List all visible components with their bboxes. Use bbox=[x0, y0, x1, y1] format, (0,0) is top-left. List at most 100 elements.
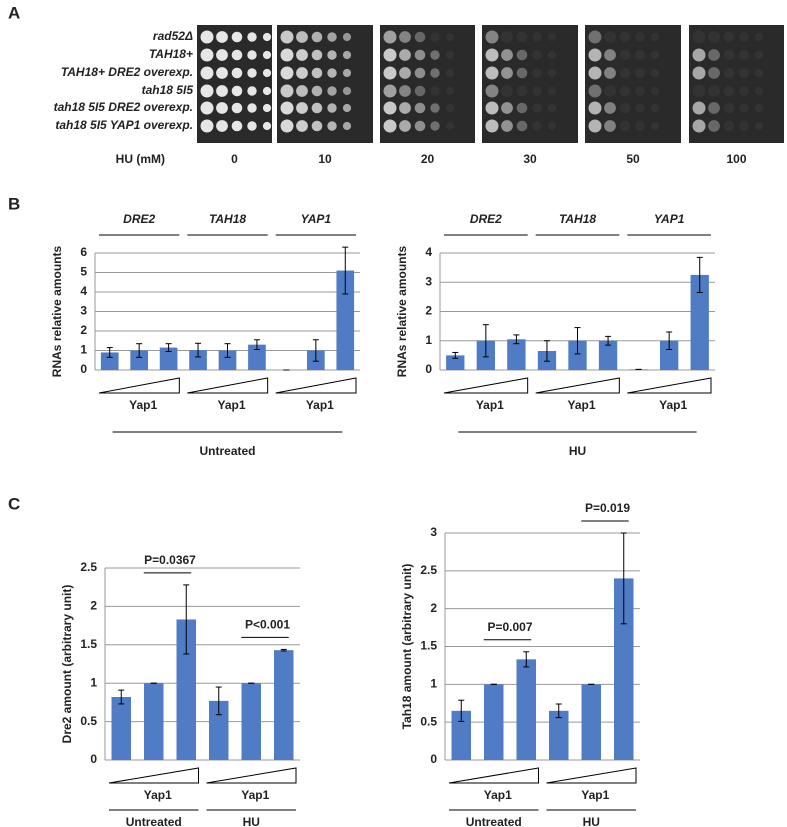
plate-image bbox=[277, 25, 373, 143]
colony-spot bbox=[635, 86, 645, 96]
colony-spot bbox=[311, 120, 323, 132]
colony-spot bbox=[399, 85, 411, 97]
colony-spot bbox=[262, 103, 272, 113]
y-tick-label: 4 bbox=[425, 245, 432, 259]
colony-spot bbox=[588, 101, 602, 115]
bar bbox=[581, 684, 601, 760]
colony-spot bbox=[296, 120, 308, 132]
bar bbox=[159, 347, 178, 370]
colony-spot bbox=[430, 121, 440, 131]
dose-value: 20 bbox=[421, 152, 435, 166]
group-label: DRE2 bbox=[123, 212, 155, 226]
gradient-triangle bbox=[275, 377, 357, 394]
y-tick-label: 1.5 bbox=[80, 637, 97, 651]
colony-spot bbox=[342, 103, 352, 113]
gradient-triangle bbox=[448, 767, 539, 784]
gradient-label: Yap1 bbox=[659, 398, 687, 412]
colony-spot bbox=[485, 48, 499, 62]
colony-spot bbox=[547, 68, 557, 78]
gradient-triangle bbox=[98, 377, 180, 394]
colony-spot bbox=[532, 50, 542, 60]
colony-spot bbox=[692, 30, 706, 44]
colony-spot bbox=[604, 49, 616, 61]
colony-spot bbox=[532, 121, 542, 131]
group-label: YAP1 bbox=[301, 212, 332, 226]
colony-spot bbox=[430, 50, 440, 60]
colony-spot bbox=[280, 48, 294, 62]
colony-spot bbox=[516, 31, 528, 43]
colony-spot bbox=[754, 103, 764, 113]
colony-spot bbox=[216, 49, 228, 61]
colony-spot bbox=[692, 101, 706, 115]
colony-spot bbox=[692, 48, 706, 62]
colony-spot bbox=[604, 120, 616, 132]
colony-spot bbox=[327, 103, 337, 113]
y-axis-title: RNAs relative amounts bbox=[395, 245, 409, 377]
colony-spot bbox=[399, 67, 411, 79]
bar bbox=[690, 274, 709, 370]
bar bbox=[451, 710, 471, 760]
gradient-label: Yap1 bbox=[567, 398, 595, 412]
condition-label: HU bbox=[583, 815, 600, 827]
colony-spot bbox=[588, 30, 602, 44]
colony-spot bbox=[635, 68, 645, 78]
colony-spot bbox=[216, 102, 228, 114]
colony-spot bbox=[708, 85, 720, 97]
colony-spot bbox=[619, 49, 631, 61]
colony-spot bbox=[619, 67, 631, 79]
colony-spot bbox=[692, 84, 706, 98]
bar bbox=[218, 350, 237, 370]
y-tick-label: 3 bbox=[425, 274, 432, 288]
colony-spot bbox=[516, 85, 528, 97]
y-tick-label: 0 bbox=[430, 752, 437, 766]
colony-spot bbox=[650, 121, 660, 131]
colony-spot bbox=[501, 102, 513, 114]
colony-spot bbox=[516, 67, 528, 79]
y-tick-label: 3 bbox=[80, 304, 87, 318]
colony-spot bbox=[723, 49, 735, 61]
colony-spot bbox=[754, 50, 764, 60]
colony-spot bbox=[547, 32, 557, 42]
colony-spot bbox=[739, 103, 749, 113]
colony-spot bbox=[231, 31, 243, 43]
colony-spot bbox=[588, 66, 602, 80]
colony-spot bbox=[604, 67, 616, 79]
colony-spot bbox=[430, 68, 440, 78]
colony-spot bbox=[399, 49, 411, 61]
colony-spot bbox=[604, 102, 616, 114]
dose-value: 0 bbox=[231, 152, 238, 166]
colony-spot bbox=[708, 31, 720, 43]
bar bbox=[111, 697, 131, 760]
colony-spot bbox=[445, 68, 455, 78]
condition-label: Untreated bbox=[126, 815, 182, 827]
colony-spot bbox=[383, 48, 397, 62]
group-label: TAH18 bbox=[209, 212, 246, 226]
gradient-label: Yap1 bbox=[581, 788, 609, 802]
colony-spot bbox=[231, 49, 243, 61]
colony-spot bbox=[216, 85, 228, 97]
colony-spot bbox=[754, 68, 764, 78]
colony-spot bbox=[296, 49, 308, 61]
colony-spot bbox=[739, 68, 749, 78]
condition-label: HU bbox=[243, 815, 260, 827]
colony-spot bbox=[327, 86, 337, 96]
colony-spot bbox=[588, 84, 602, 98]
bar bbox=[568, 340, 587, 370]
colony-spot bbox=[532, 32, 542, 42]
colony-spot bbox=[635, 50, 645, 60]
group-label: TAH18 bbox=[559, 212, 596, 226]
colony-spot bbox=[445, 86, 455, 96]
y-tick-label: 1 bbox=[425, 333, 432, 347]
colony-spot bbox=[754, 32, 764, 42]
colony-spot bbox=[708, 67, 720, 79]
strain-label: rad52Δ bbox=[153, 29, 193, 43]
colony-spot bbox=[414, 120, 426, 132]
colony-spot bbox=[342, 32, 352, 42]
bar bbox=[189, 350, 207, 370]
colony-spot bbox=[280, 119, 294, 133]
panel-label: B bbox=[8, 194, 20, 213]
bar bbox=[484, 684, 504, 760]
y-tick-label: 2 bbox=[90, 599, 97, 613]
bar bbox=[248, 344, 266, 370]
colony-spot bbox=[231, 85, 243, 97]
